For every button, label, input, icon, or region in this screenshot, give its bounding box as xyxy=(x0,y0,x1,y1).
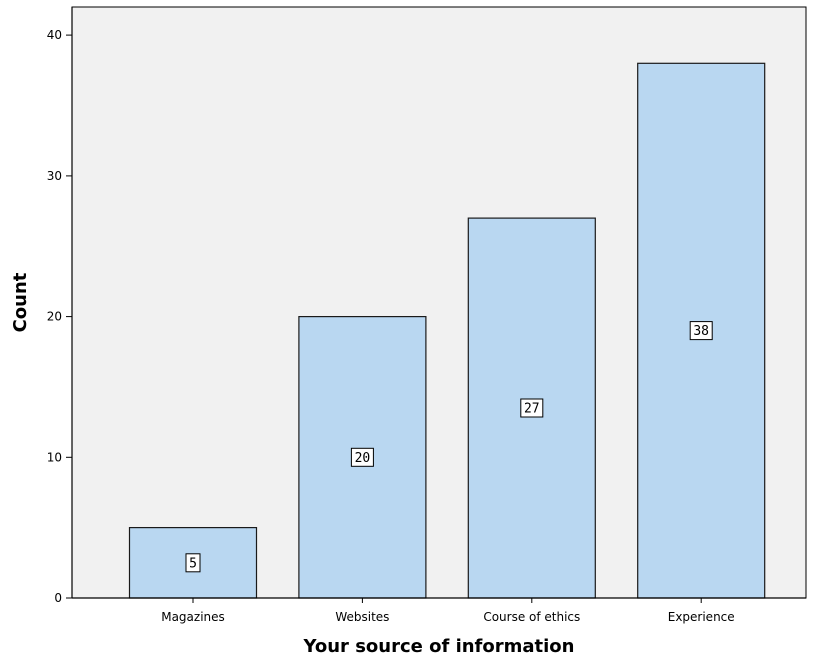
data-label: 5 xyxy=(189,556,197,571)
x-tick-label: Experience xyxy=(668,610,735,624)
x-tick-label: Course of ethics xyxy=(483,610,580,624)
x-axis-title: Your source of information xyxy=(302,636,574,657)
x-tick-label: Websites xyxy=(335,610,389,624)
data-label-box xyxy=(689,321,713,341)
y-tick-label: 20 xyxy=(47,310,62,324)
y-axis-title: Count xyxy=(10,272,31,332)
x-tick-label: Magazines xyxy=(161,610,225,624)
data-label-box xyxy=(350,447,374,467)
y-tick-label: 40 xyxy=(47,28,62,42)
data-labels-group: 5 20 27 38 xyxy=(185,321,713,573)
data-label-box xyxy=(185,553,201,573)
y-tick-label: 10 xyxy=(47,450,62,464)
y-tick-label: 30 xyxy=(47,169,62,183)
y-tick-label: 0 xyxy=(54,591,62,605)
data-label: 27 xyxy=(524,402,540,417)
data-label: 20 xyxy=(355,451,371,466)
axes-group: Magazines Websites Course of ethics Experie… xyxy=(47,7,806,624)
data-label-box xyxy=(520,398,544,418)
data-label: 38 xyxy=(693,324,709,339)
